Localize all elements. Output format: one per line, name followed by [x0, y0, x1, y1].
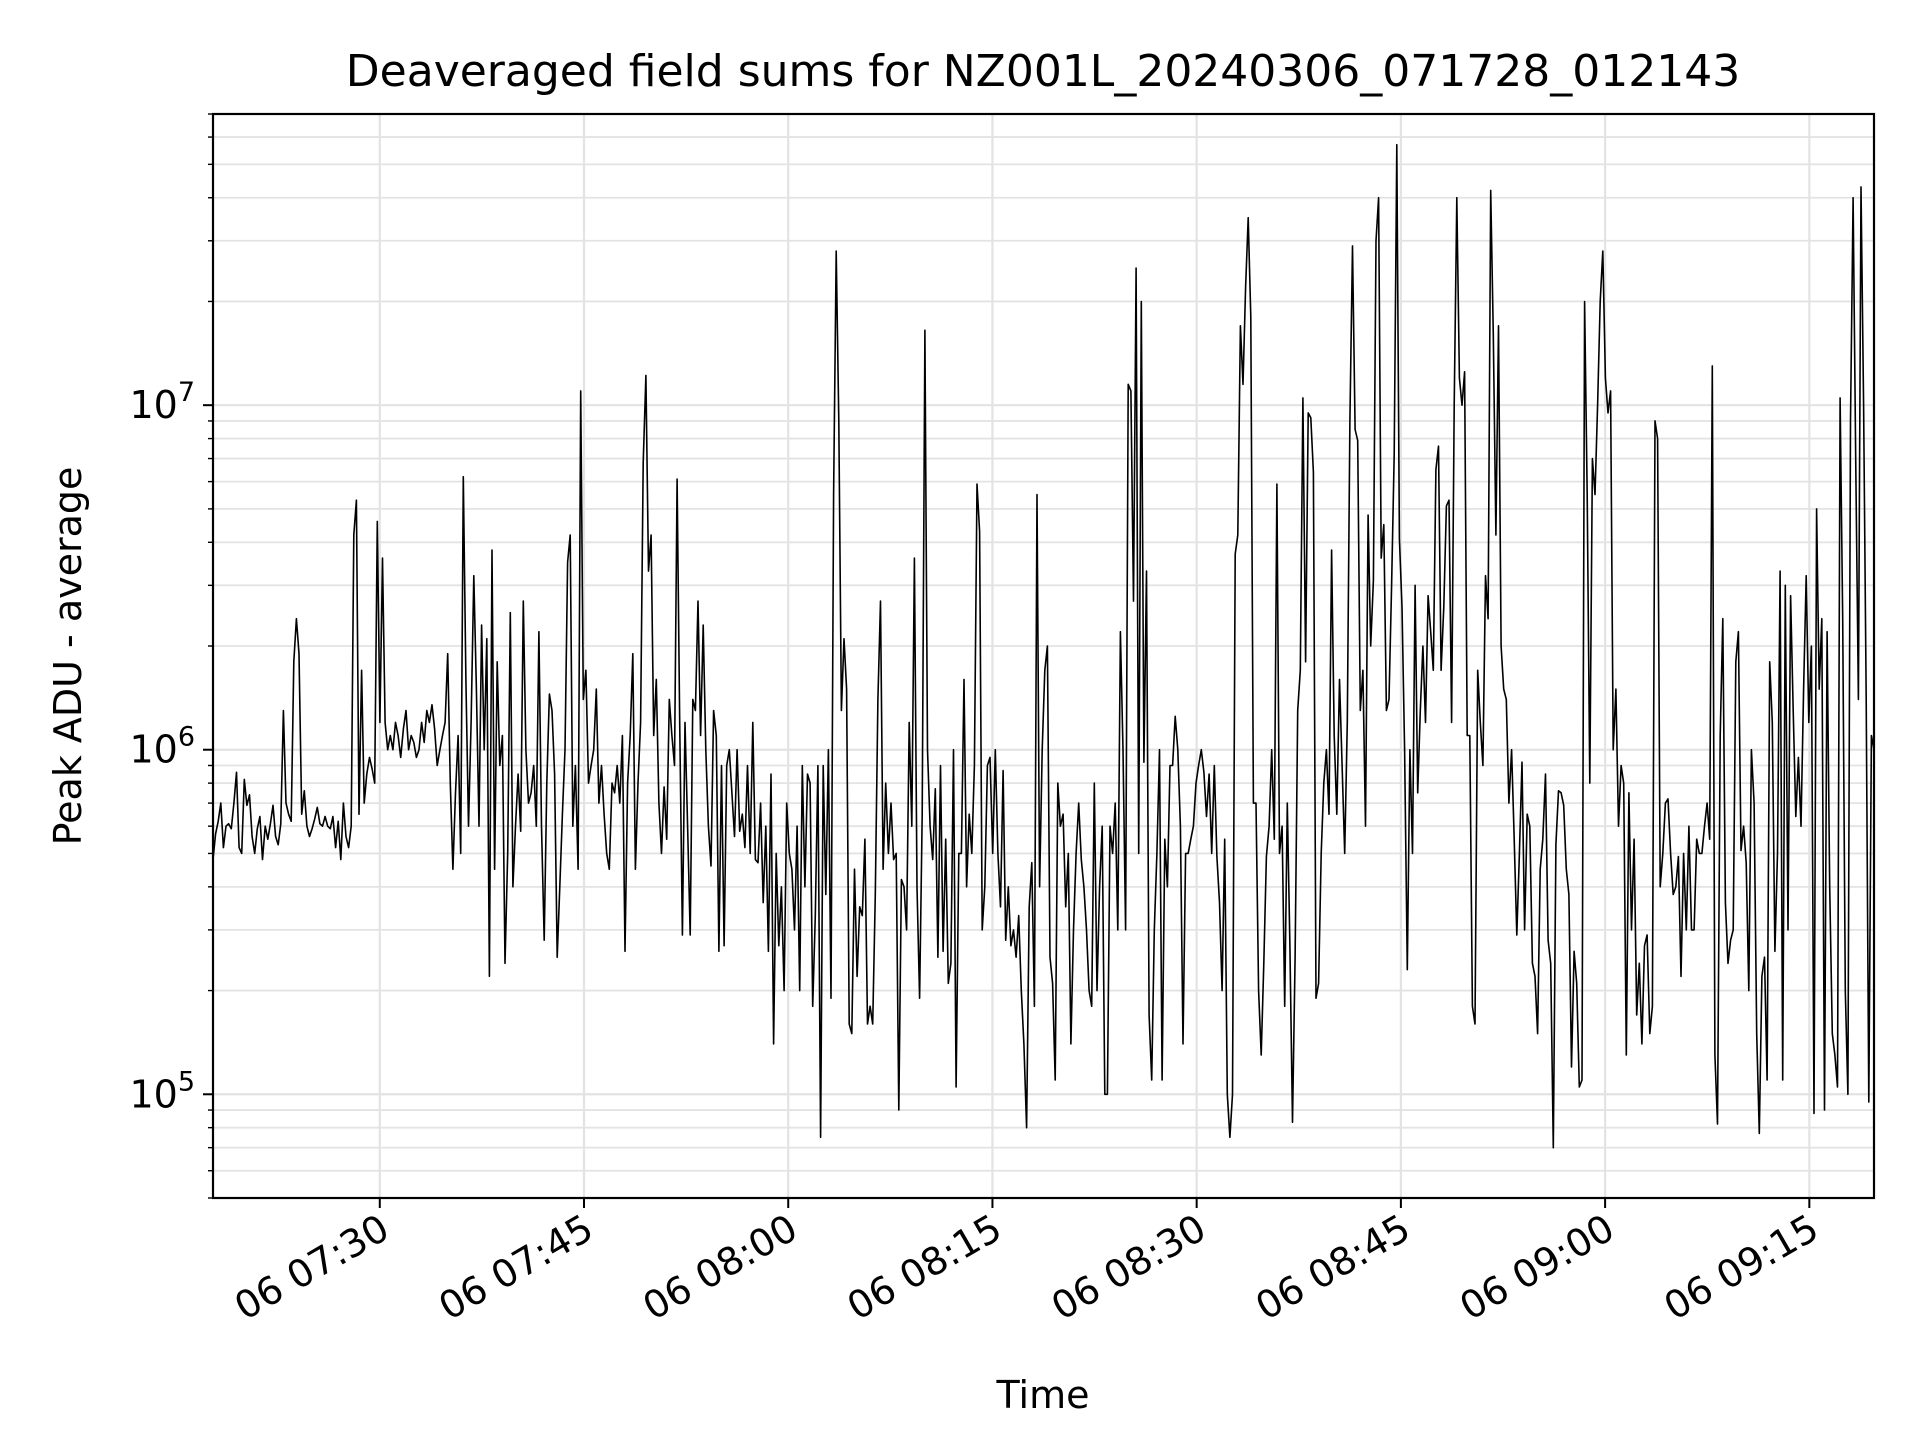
x-tick-label: 06 09:00: [1452, 1206, 1621, 1329]
y-tick-label: 106: [129, 722, 195, 772]
x-tick-label: 06 07:30: [227, 1206, 396, 1329]
y-tick-label: 107: [129, 377, 195, 427]
x-tick-label: 06 08:15: [840, 1206, 1009, 1329]
series-line: [212, 143, 1875, 1149]
y-axis-label: Peak ADU - average: [46, 467, 90, 846]
y-tick-label: 105: [129, 1066, 195, 1116]
x-axis-label: Time: [996, 1373, 1090, 1417]
x-tick-label: 06 09:15: [1657, 1206, 1826, 1329]
x-tick-label: 06 07:45: [431, 1206, 600, 1329]
chart-title: Deaveraged field sums for NZ001L_2024030…: [346, 46, 1740, 97]
x-tick-label: 06 08:00: [636, 1206, 805, 1329]
axis-ticks: 105 106 107 06 07:30 06 07:45 06 08:00 06 08:1…: [129, 113, 1826, 1329]
plot-frame: [211, 112, 1876, 1200]
x-tick-label: 06 08:45: [1248, 1206, 1417, 1329]
x-tick-label: 06 08:30: [1044, 1206, 1213, 1329]
